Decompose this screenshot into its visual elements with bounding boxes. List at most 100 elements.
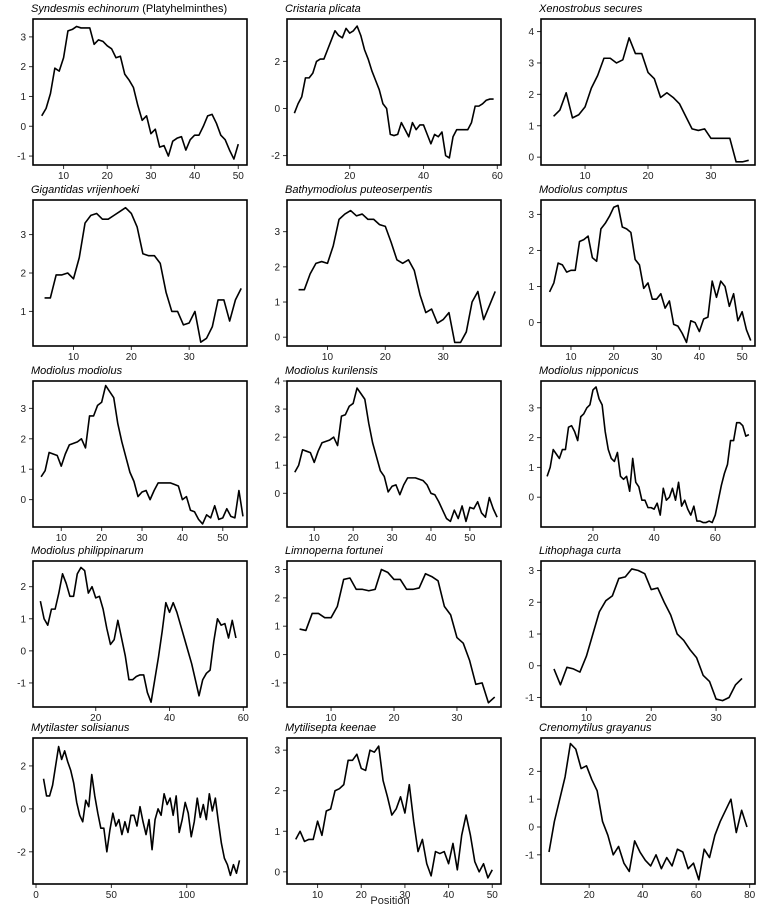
y-tick-label: 2 [274, 262, 280, 273]
x-tick-label: 30 [711, 713, 723, 724]
y-tick-label: 2 [528, 90, 534, 101]
x-tick-label: 50 [464, 533, 476, 544]
y-tick-label: -1 [525, 693, 534, 704]
y-tick-label: 2 [528, 767, 534, 778]
panel-title-species: Limnoperna fortunei [285, 545, 383, 557]
panel: Bathymodiolus puteoserpentis 0 1 2 3 10 20 30 [274, 184, 502, 363]
x-tick-label: 20 [126, 352, 138, 363]
y-tick-label: 4 [528, 27, 534, 38]
x-tick-label: 20 [356, 890, 368, 901]
panel-title-species: Xenostrobus secures [538, 3, 643, 15]
x-tick-label: 10 [322, 352, 334, 363]
panel: Xenostrobus secures 0 1 2 3 4 10 20 30 [528, 3, 756, 182]
x-tick-label: 40 [443, 890, 455, 901]
x-tick-label: 10 [579, 171, 591, 182]
data-line [39, 566, 237, 703]
x-tick-label: 10 [325, 713, 337, 724]
x-tick-label: 10 [309, 533, 321, 544]
panel-title: Modiolus kurilensis [285, 365, 378, 377]
panel: Gigantidas vrijenhoeki 1 2 3 10 20 30 [20, 184, 248, 363]
panel: Modiolus nipponicus 0 1 2 3 20 40 60 [528, 365, 756, 544]
y-tick-label: -1 [17, 678, 26, 689]
y-tick-label: 1 [528, 630, 534, 641]
y-tick-label: 3 [528, 566, 534, 577]
panel-frame [540, 18, 756, 166]
y-tick-label: 3 [20, 404, 26, 415]
y-tick-label: 2 [20, 582, 26, 593]
panel: Crenomytilus grayanus -1 0 1 2 20 40 60 80 [525, 722, 756, 901]
panel-frame [540, 560, 756, 708]
y-tick-label: 2 [528, 246, 534, 257]
x-tick-label: 30 [438, 352, 450, 363]
panel-frame [32, 18, 248, 166]
y-tick-label: 2 [20, 434, 26, 445]
panel-frame [32, 737, 248, 885]
x-tick-label: 30 [399, 890, 411, 901]
panel-title: Crenomytilus grayanus [539, 722, 652, 734]
panel: Modiolus philippinarum -1 0 1 2 20 40 60 [17, 545, 249, 724]
data-line [41, 25, 240, 160]
x-tick-label: 30 [451, 713, 463, 724]
y-tick-label: -2 [17, 847, 26, 858]
y-tick-label: 2 [274, 593, 280, 604]
x-tick-label: 60 [691, 890, 703, 901]
x-tick-label: 30 [145, 171, 157, 182]
x-tick-label: 40 [649, 533, 661, 544]
x-tick-label: 50 [217, 533, 229, 544]
panel-frame [32, 560, 248, 708]
y-tick-label: 0 [20, 804, 26, 815]
y-tick-label: 3 [20, 32, 26, 43]
y-tick-label: 0 [528, 822, 534, 833]
x-tick-label: 50 [233, 171, 245, 182]
y-tick-label: 2 [20, 269, 26, 280]
panel-frame [32, 199, 248, 347]
data-line [293, 25, 494, 159]
x-tick-label: 10 [312, 890, 324, 901]
y-tick-label: 0 [528, 153, 534, 164]
y-tick-label: 0 [20, 122, 26, 133]
data-line [553, 37, 749, 163]
panel: Modiolus modiolus 0 1 2 3 10 20 30 40 50 [20, 365, 248, 544]
x-tick-label: 20 [646, 713, 658, 724]
panel-title: Modiolus philippinarum [31, 545, 144, 557]
y-tick-label: 3 [274, 405, 280, 416]
data-line [299, 568, 496, 704]
panel-frame [540, 199, 756, 347]
y-tick-label: -1 [525, 850, 534, 861]
y-tick-label: 1 [528, 795, 534, 806]
y-tick-label: 0 [528, 318, 534, 329]
panel: Mytilaster solisianus -2 0 2 0 50 100 [17, 722, 248, 901]
x-tick-label: 40 [637, 890, 649, 901]
y-tick-label: 0 [528, 493, 534, 504]
panel-title-species: Cristaria plicata [285, 3, 361, 15]
panel: Mytilisepta keenae 0 1 2 3 10 20 30 40 50 [274, 722, 502, 901]
x-tick-label: 50 [106, 890, 118, 901]
y-tick-label: 0 [528, 661, 534, 672]
x-tick-label: 20 [344, 171, 356, 182]
panel: Limnoperna fortunei -1 0 1 2 3 10 20 30 [271, 545, 502, 724]
y-tick-label: 2 [274, 433, 280, 444]
data-line [40, 384, 244, 525]
panel-title-species: Modiolus kurilensis [285, 365, 378, 377]
y-tick-label: 1 [528, 463, 534, 474]
data-line [295, 745, 493, 879]
x-tick-label: 20 [642, 171, 654, 182]
y-tick-label: 1 [20, 307, 26, 318]
y-tick-label: 3 [528, 210, 534, 221]
x-tick-label: 40 [425, 533, 437, 544]
y-tick-label: 1 [274, 622, 280, 633]
panel-title: Mytilisepta keenae [285, 722, 376, 734]
y-tick-label: 3 [528, 403, 534, 414]
panel-title-note: (Platyhelminthes) [142, 3, 227, 15]
y-tick-label: 0 [274, 333, 280, 344]
panel-title-species: Lithophaga curta [539, 545, 621, 557]
y-tick-label: 3 [274, 565, 280, 576]
panel-frame [286, 380, 502, 528]
panel-title-species: Modiolus philippinarum [31, 545, 144, 557]
y-tick-label: 0 [274, 489, 280, 500]
y-tick-label: 0 [274, 104, 280, 115]
panel-title: Mytilaster solisianus [31, 722, 130, 734]
panel-title: Xenostrobus secures [538, 3, 643, 15]
panel-frame [32, 380, 248, 528]
